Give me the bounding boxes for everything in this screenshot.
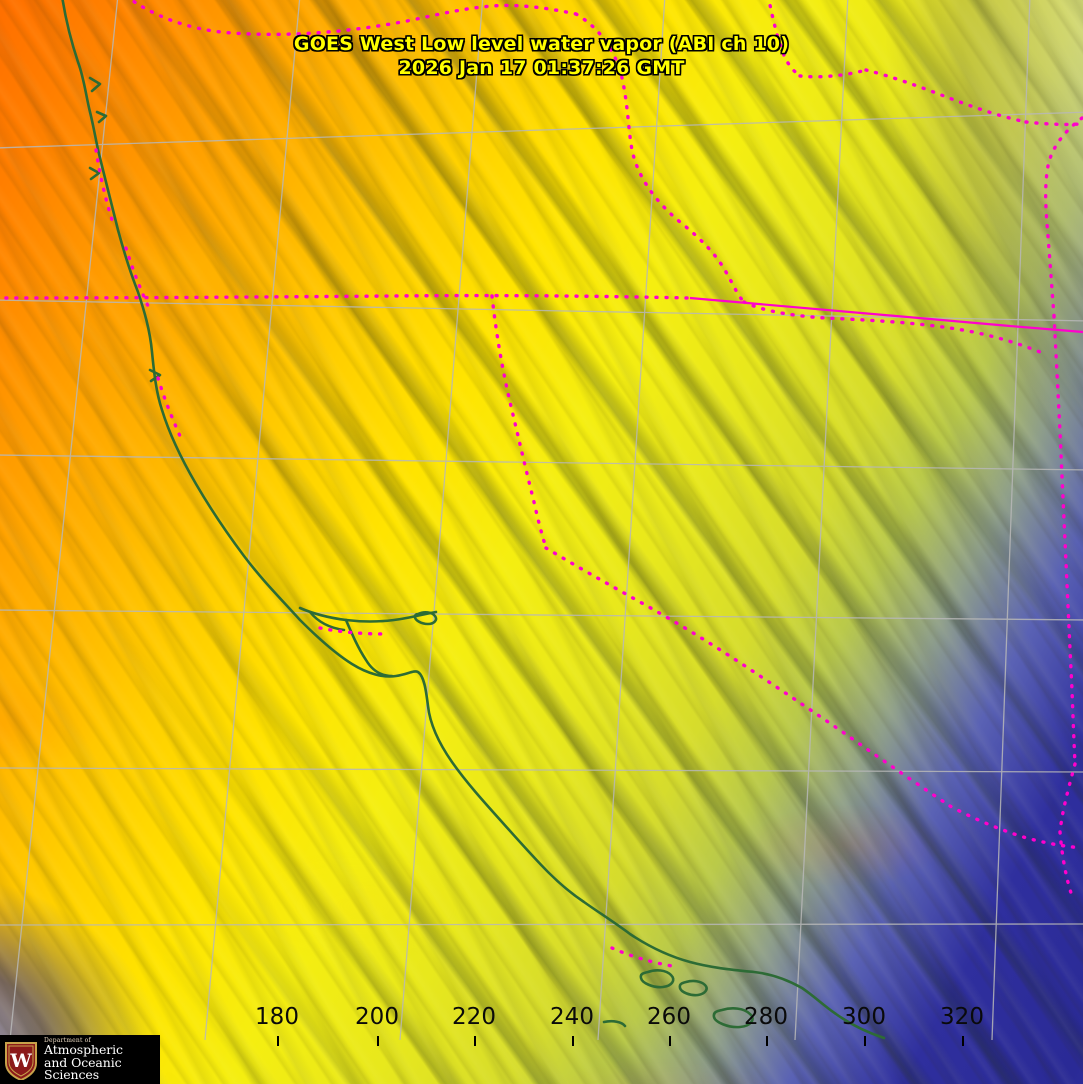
svg-text:W: W bbox=[9, 1050, 32, 1072]
colorbar-label-300: 300 bbox=[842, 1004, 886, 1030]
colorbar-tick-280 bbox=[766, 1036, 768, 1046]
colorbar-label-200: 200 bbox=[355, 1004, 399, 1030]
border-solid-segment bbox=[689, 296, 1083, 334]
logo-name-line-2: and Oceanic Sciences bbox=[44, 1054, 122, 1083]
colorbar-label-240: 240 bbox=[550, 1004, 594, 1030]
colorbar-tick-240 bbox=[572, 1036, 574, 1046]
colorbar-tick-labels: 180 200 220 240 260 280 300 320 bbox=[0, 1000, 1083, 1034]
logo-text: Department of Atmospheric and Oceanic Sc… bbox=[44, 1037, 160, 1082]
colorbar-label-180: 180 bbox=[255, 1004, 299, 1030]
colorbar-label-220: 220 bbox=[452, 1004, 496, 1030]
uw-crest-icon: W bbox=[4, 1040, 38, 1080]
colorbar-tick-200 bbox=[377, 1036, 379, 1046]
state-borders bbox=[0, 0, 1083, 968]
colorbar-label-320: 320 bbox=[940, 1004, 984, 1030]
colorbar-label-260: 260 bbox=[647, 1004, 691, 1030]
colorbar-label-280: 280 bbox=[744, 1004, 788, 1030]
colorbar-tick-260 bbox=[669, 1036, 671, 1046]
crest-shield-icon: W bbox=[5, 1041, 37, 1080]
colorbar-tick-300 bbox=[864, 1036, 866, 1046]
colorbar-tick-180 bbox=[277, 1036, 279, 1046]
coastline bbox=[61, 0, 886, 1040]
lat-lon-grid bbox=[0, 0, 1083, 1041]
colorbar-tick-220 bbox=[474, 1036, 476, 1046]
logo-department-line: Department of bbox=[44, 1036, 91, 1044]
logo-name-line-1: Atmospheric bbox=[44, 1041, 123, 1057]
colorbar-tick-320 bbox=[962, 1036, 964, 1046]
uw-aos-logo: W Department of Atmospheric and Oceanic … bbox=[0, 1035, 160, 1084]
colorbar: 180 200 220 240 260 280 300 320 bbox=[0, 1000, 1083, 1084]
